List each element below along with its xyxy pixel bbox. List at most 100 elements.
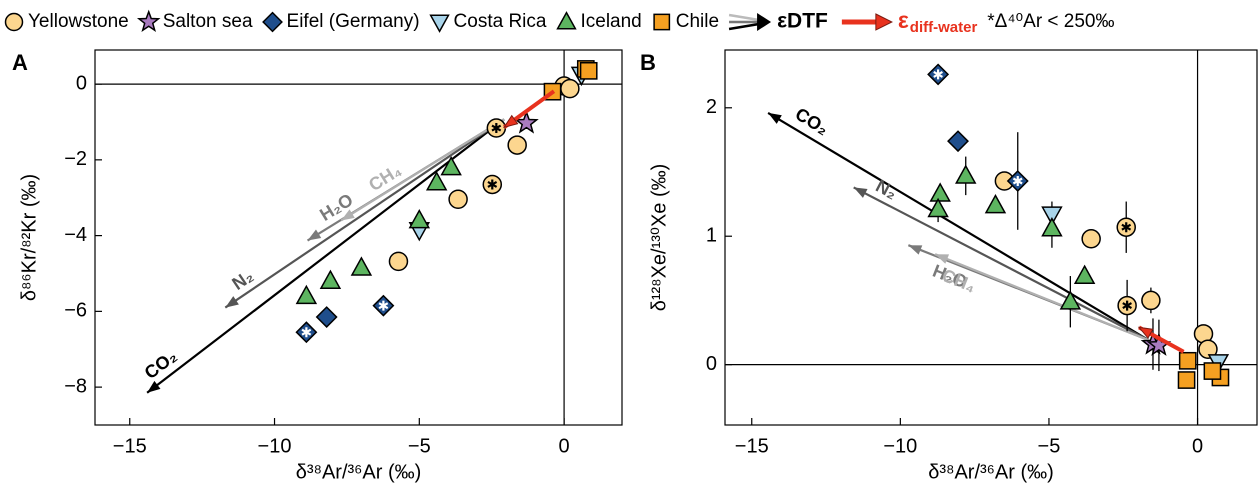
marker-star bbox=[136, 9, 161, 33]
marker-circle bbox=[4, 12, 24, 32]
legend: Yellowstone Salton sea Eifel (Germany) Cost… bbox=[4, 7, 1115, 36]
y-axis-title: δ¹²⁸Xe/¹³⁰Xe (‰) bbox=[648, 164, 670, 312]
marker-tri-up bbox=[350, 256, 373, 276]
marker-star bbox=[514, 110, 539, 134]
legend-label: Salton sea bbox=[163, 11, 253, 32]
marker-diamond bbox=[947, 130, 969, 153]
marker-tri-up bbox=[955, 164, 977, 184]
marker-tri-down bbox=[429, 14, 450, 33]
marker-tri-up bbox=[1041, 217, 1063, 237]
legend-dtf-head bbox=[757, 13, 772, 31]
marker-tri-up bbox=[1059, 290, 1082, 310]
marker-square bbox=[1177, 371, 1196, 389]
marker-tri-up bbox=[984, 193, 1007, 214]
arrow-head bbox=[225, 296, 239, 308]
legend-label: Eifel (Germany) bbox=[287, 11, 420, 32]
legend-star-note: *Δ⁴⁰Ar < 250‰ bbox=[987, 11, 1114, 32]
legend-dtf-icon bbox=[728, 22, 760, 31]
arrow-head bbox=[147, 380, 161, 393]
x-axis-title: δ³⁸Ar/³⁶Ar (‰) bbox=[296, 461, 422, 483]
arrow-head bbox=[853, 187, 868, 198]
star-flag bbox=[378, 300, 389, 311]
star-flag bbox=[301, 327, 312, 338]
marker-square bbox=[579, 61, 598, 80]
legend-label: Yellowstone bbox=[28, 11, 129, 32]
arrow-line bbox=[146, 118, 505, 394]
diff-arrow-head bbox=[1137, 326, 1154, 339]
arrow-head bbox=[935, 254, 950, 264]
arrow-line bbox=[767, 111, 1150, 342]
legend-label: Chile bbox=[676, 11, 719, 32]
arrow-label: CO₂ bbox=[792, 104, 832, 139]
x-tick-label: 0 bbox=[559, 435, 570, 457]
marker-diamond bbox=[262, 11, 283, 33]
y-tick-label: −2 bbox=[64, 148, 87, 170]
arrow-line bbox=[853, 186, 1150, 342]
marker-tri-up bbox=[1073, 264, 1096, 284]
x-tick-label: −15 bbox=[113, 435, 147, 457]
y-tick-label: 0 bbox=[706, 353, 717, 375]
arrow-line bbox=[224, 118, 505, 309]
y-tick-label: −4 bbox=[64, 224, 87, 246]
legend-diff-sub: diff-water bbox=[910, 19, 978, 36]
marker-tri-up bbox=[425, 171, 448, 191]
arrow-head bbox=[307, 229, 322, 241]
arrow-head bbox=[908, 245, 923, 255]
y-tick-label: −6 bbox=[64, 300, 87, 322]
star-flag bbox=[933, 69, 943, 80]
marker-square bbox=[653, 13, 671, 31]
legend-label: Costa Rica bbox=[454, 11, 547, 32]
diff-arrow-head bbox=[503, 114, 519, 129]
marker-circle bbox=[1081, 229, 1101, 249]
marker-square bbox=[1203, 362, 1222, 380]
y-tick-label: 2 bbox=[706, 96, 717, 118]
marker-circle bbox=[1198, 339, 1218, 359]
star-flag bbox=[487, 179, 498, 190]
x-tick-label: 0 bbox=[1192, 435, 1203, 457]
x-tick-label: −15 bbox=[735, 435, 769, 457]
marker-circle bbox=[560, 78, 580, 99]
marker-circle bbox=[448, 189, 468, 209]
panel-label: B bbox=[640, 50, 656, 75]
y-axis-title: δ⁸⁶Kr/⁸²Kr (‰) bbox=[18, 174, 40, 301]
legend-diff-symbol: ε bbox=[898, 7, 909, 33]
x-tick-label: −5 bbox=[1038, 435, 1061, 457]
marker-circle bbox=[1141, 290, 1161, 311]
marker-diamond bbox=[315, 306, 338, 329]
x-tick-label: −10 bbox=[258, 435, 292, 457]
plot-frame bbox=[724, 49, 1258, 426]
x-tick-label: −5 bbox=[408, 435, 431, 457]
arrow-label: H₂O bbox=[316, 190, 356, 225]
marker-square bbox=[1178, 351, 1197, 370]
marker-tri-up bbox=[408, 209, 431, 229]
y-tick-label: 1 bbox=[706, 224, 717, 246]
legend-dtf-icon bbox=[728, 13, 760, 22]
marker-tri-up bbox=[927, 197, 949, 218]
marker-circle bbox=[388, 251, 409, 272]
arrow-head bbox=[768, 112, 782, 124]
star-flag bbox=[1122, 300, 1133, 311]
x-tick-label: −10 bbox=[883, 435, 917, 457]
arrow-head bbox=[341, 209, 355, 221]
legend-diff-head bbox=[875, 13, 893, 31]
arrow-label: CO₂ bbox=[141, 346, 181, 383]
marker-tri-up bbox=[440, 155, 462, 176]
marker-tri-up bbox=[295, 284, 318, 305]
marker-circle bbox=[507, 135, 527, 155]
star-flag bbox=[491, 123, 502, 134]
marker-tri-up bbox=[556, 11, 577, 30]
legend-label: Iceland bbox=[580, 11, 641, 32]
arrow-line bbox=[340, 118, 505, 222]
marker-tri-up bbox=[319, 269, 342, 290]
star-flag bbox=[1012, 175, 1023, 186]
star-flag bbox=[1121, 222, 1132, 233]
panel-label: A bbox=[12, 50, 28, 75]
marker-tri-up bbox=[929, 182, 951, 202]
y-tick-label: 0 bbox=[76, 72, 87, 94]
marker-tri-down bbox=[1041, 206, 1063, 226]
plot-frame bbox=[94, 49, 623, 426]
x-axis-title: δ³⁸Ar/³⁶Ar (‰) bbox=[928, 461, 1054, 483]
legend-dtf: εDTF bbox=[777, 10, 828, 33]
arrow-line bbox=[934, 253, 1150, 342]
